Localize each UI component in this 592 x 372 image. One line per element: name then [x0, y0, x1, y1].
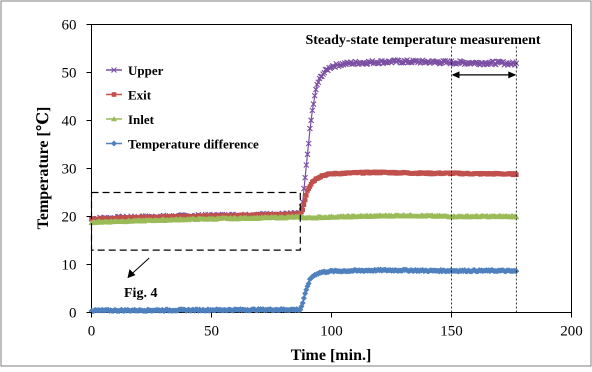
steady-arrow-head-right — [508, 71, 517, 79]
series-marker — [111, 92, 117, 97]
series-marker — [513, 214, 520, 220]
series-marker — [298, 211, 303, 217]
legend-label: Upper — [128, 63, 164, 78]
x-tick-label: 200 — [560, 324, 583, 340]
series-marker — [308, 182, 314, 187]
series-temperature-difference — [88, 266, 520, 315]
x-axis-title: Time [min.] — [291, 347, 372, 364]
series-marker — [310, 101, 317, 107]
series-marker — [359, 60, 366, 66]
legend: Upper Exit Inlet Temperature difference — [106, 63, 259, 152]
series-marker — [311, 92, 318, 99]
annotation-layer: Steady-state temperature measurement Fig… — [90, 33, 541, 313]
legend-label: Inlet — [128, 112, 155, 127]
plot-area — [91, 24, 572, 313]
y-tick-label: 0 — [69, 306, 77, 322]
legend-label: Temperature difference — [128, 137, 259, 152]
series-layer — [88, 57, 520, 315]
series-inlet — [88, 212, 520, 226]
series-marker — [315, 79, 322, 86]
y-tick-label: 20 — [62, 210, 77, 226]
series-marker — [303, 162, 310, 168]
series-marker — [299, 300, 306, 307]
y-tick-label: 50 — [62, 66, 77, 82]
series-marker — [300, 207, 305, 213]
steady-arrow-head-left — [451, 71, 460, 79]
y-tick-label: 40 — [62, 114, 77, 130]
series-marker — [111, 140, 117, 147]
series-marker — [300, 295, 307, 302]
y-tick-label: 60 — [62, 18, 77, 34]
series-marker — [304, 151, 311, 158]
y-axis-title: Temperature [℃] — [35, 107, 52, 230]
series-marker — [111, 67, 117, 73]
series-marker — [302, 174, 308, 181]
steady-state-label: Steady-state temperature measurement — [305, 33, 540, 48]
series-marker — [305, 140, 312, 147]
series-marker — [301, 202, 307, 208]
y-tick-label: 10 — [62, 258, 77, 274]
axis-layer: 0 50 100 150 200 0 10 20 30 40 50 60 — [62, 18, 583, 340]
x-tick-label: 0 — [88, 324, 96, 340]
series-marker — [307, 125, 313, 132]
series-marker — [305, 280, 312, 287]
fig4-arrow-shaft — [131, 257, 150, 275]
series-marker — [313, 86, 319, 93]
series-marker — [304, 192, 309, 198]
fig4-box — [90, 191, 301, 251]
fig4-arrow-head — [127, 269, 136, 279]
series-marker — [309, 107, 316, 114]
y-tick-label: 30 — [62, 162, 77, 178]
series-marker — [111, 116, 117, 122]
x-tick-label: 150 — [440, 324, 463, 340]
series-marker — [308, 117, 314, 124]
series-marker — [302, 197, 308, 203]
x-tick-label: 50 — [204, 324, 219, 340]
series-marker — [382, 59, 389, 66]
x-tick-label: 100 — [320, 324, 343, 340]
legend-label: Exit — [128, 88, 152, 103]
fig4-label: Fig. 4 — [124, 286, 157, 301]
